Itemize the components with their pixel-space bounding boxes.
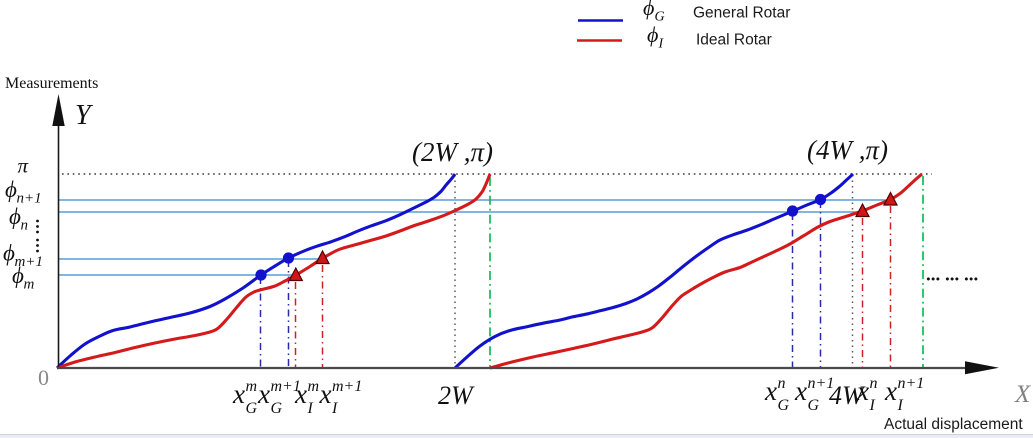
svg-text:n+1: n+1	[808, 375, 835, 392]
svg-text:I: I	[869, 397, 876, 414]
svg-text:Measurements: Measurements	[5, 75, 98, 92]
svg-text:(2W ,π): (2W ,π)	[412, 137, 493, 167]
svg-text:I: I	[331, 400, 338, 417]
svg-text:G: G	[271, 400, 283, 417]
svg-text:n: n	[778, 375, 786, 392]
svg-text:m+1: m+1	[271, 378, 301, 395]
svg-text:(4W ,π): (4W ,π)	[807, 135, 888, 165]
svg-text:π: π	[18, 154, 29, 178]
svg-text:x: x	[294, 379, 307, 409]
svg-text:... ... ...: ... ... ...	[926, 265, 978, 286]
svg-text:x: x	[794, 376, 807, 406]
svg-text:ϕ: ϕ	[12, 263, 24, 288]
svg-text:G: G	[808, 397, 820, 414]
svg-text:G: G	[655, 10, 665, 25]
svg-text:G: G	[246, 400, 258, 417]
svg-text:m: m	[24, 277, 35, 293]
svg-text:x: x	[884, 376, 897, 406]
svg-text:n: n	[870, 375, 878, 392]
svg-text:4W: 4W	[829, 381, 866, 410]
svg-text:I: I	[307, 400, 314, 417]
svg-text:m+1: m+1	[332, 378, 362, 395]
svg-text:n: n	[21, 218, 29, 234]
svg-text:m+1: m+1	[15, 254, 43, 270]
svg-text:Actual displacement: Actual displacement	[884, 416, 1023, 433]
svg-text:ϕ: ϕ	[643, 0, 654, 20]
svg-text:x: x	[232, 379, 245, 409]
svg-text:General Rotar: General Rotar	[693, 5, 790, 22]
svg-text:m: m	[246, 378, 258, 395]
svg-text:x: x	[257, 379, 270, 409]
svg-text:n+1: n+1	[898, 375, 925, 392]
svg-text:2W: 2W	[438, 381, 475, 410]
svg-text:ϕ: ϕ	[5, 177, 17, 202]
svg-text:x: x	[319, 379, 332, 409]
svg-text:Y: Y	[75, 100, 94, 131]
svg-text:ϕ: ϕ	[647, 22, 658, 47]
svg-text:I: I	[658, 37, 665, 52]
svg-text:n+1: n+1	[17, 191, 42, 207]
svg-text:m: m	[308, 378, 320, 395]
svg-text:G: G	[778, 397, 790, 414]
svg-text:0: 0	[38, 365, 49, 390]
svg-text:X: X	[1014, 381, 1032, 408]
svg-text:x: x	[856, 376, 869, 406]
svg-text:ϕ: ϕ	[3, 241, 15, 266]
svg-text:Ideal Rotar: Ideal Rotar	[696, 32, 772, 49]
svg-text:x: x	[764, 376, 777, 406]
svg-text:I: I	[897, 397, 904, 414]
svg-text:ϕ: ϕ	[9, 204, 21, 229]
